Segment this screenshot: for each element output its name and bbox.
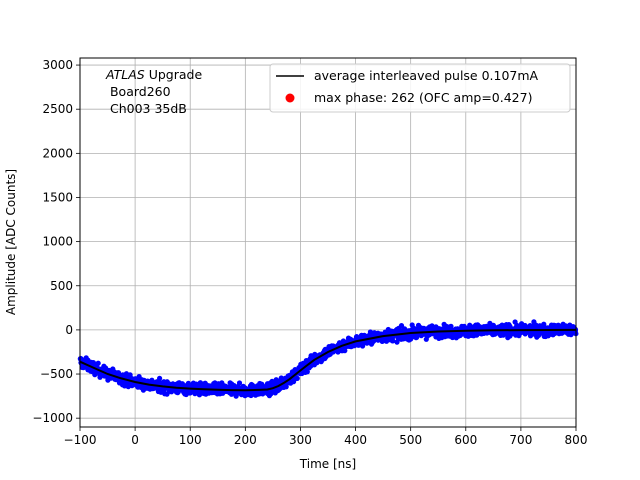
scatter-point	[236, 380, 243, 386]
annotation-atlas: ATLAS	[105, 67, 145, 82]
average-pulse-line	[79, 328, 577, 392]
scatter-point	[294, 375, 300, 381]
annotation-line-1: ATLAS Upgrade	[105, 67, 202, 82]
y-tick-label: 0	[65, 323, 73, 337]
scatter-point	[390, 338, 396, 344]
scatter-point	[95, 360, 101, 366]
annotation-line-2: Board260	[106, 84, 171, 99]
y-tick-label: 3000	[42, 58, 73, 72]
x-axis-label: Time [ns]	[299, 457, 356, 471]
annotation-line-3: Ch003 35dB	[106, 101, 187, 116]
scatter-point	[342, 348, 348, 354]
x-tick-label: 0	[131, 433, 139, 447]
y-tick-label: −500	[40, 367, 73, 381]
legend: average interleaved pulse 0.107mA max ph…	[269, 63, 571, 113]
legend-label-max-phase: max phase: 262 (OFC amp=0.427)	[314, 90, 532, 105]
scatter-point	[157, 375, 163, 381]
y-tick-label: −1000	[32, 411, 73, 425]
legend-label-average: average interleaved pulse 0.107mA	[314, 68, 539, 83]
legend-marker-swatch	[285, 93, 295, 103]
scatter-point	[304, 369, 310, 375]
x-axis-ticks: −100 0 100 200 300 400 500 600 700 800	[64, 427, 588, 447]
scatter-point	[250, 382, 256, 388]
scatter-point	[283, 384, 289, 390]
x-tick-label: 400	[344, 433, 367, 447]
y-tick-label: 2500	[42, 102, 73, 116]
plot-frame	[79, 57, 577, 428]
y-tick-label: 1000	[42, 235, 73, 249]
x-tick-label: 800	[565, 433, 588, 447]
average-pulse-series	[79, 328, 577, 392]
x-tick-label: 200	[234, 433, 257, 447]
annotation-upgrade: Upgrade	[145, 67, 203, 82]
x-tick-label: 500	[399, 433, 422, 447]
x-tick-label: −100	[64, 433, 97, 447]
y-axis-ticks: −1000 −500 0 500 1000 1500 2000 2500 3000	[32, 58, 80, 425]
y-tick-label: 500	[50, 279, 73, 293]
y-axis-label: Amplitude [ADC Counts]	[4, 169, 18, 315]
y-tick-label: 1500	[42, 190, 73, 204]
x-tick-label: 100	[179, 433, 202, 447]
x-tick-label: 600	[454, 433, 477, 447]
annotation: ATLAS Upgrade Board260 Ch003 35dB	[105, 67, 202, 116]
x-tick-label: 300	[289, 433, 312, 447]
y-tick-label: 2000	[42, 146, 73, 160]
x-tick-label: 700	[509, 433, 532, 447]
legend-box	[269, 63, 571, 113]
